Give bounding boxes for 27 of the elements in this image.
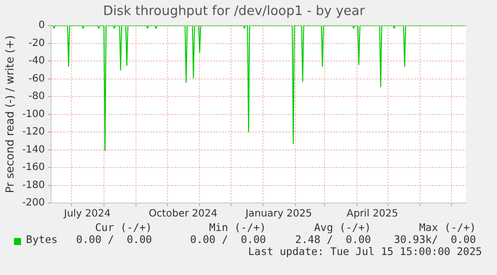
legend-label: Bytes (26, 234, 58, 246)
y-tick-label: -40 (28, 56, 45, 67)
y-tick-label: -200 (22, 198, 45, 209)
y-tick-label: -140 (22, 144, 45, 156)
y-tick-label: -60 (28, 73, 45, 84)
text: Avg (-/+) (314, 222, 371, 234)
y-tick-label: 0 (38, 20, 45, 32)
text: 2.48 / 0.00 (295, 234, 371, 246)
x-tick-label: October 2024 (148, 208, 218, 220)
y-tick-label: -160 (22, 162, 45, 174)
x-tick-label: April 2025 (346, 208, 398, 220)
x-tick-label: July 2024 (62, 208, 111, 220)
x-tick-label: January 2025 (244, 208, 312, 220)
text: Max (-/+) (419, 222, 476, 234)
y-axis-title: Pr second read (-) / write (+) (3, 35, 16, 194)
y-tick-label: -180 (22, 180, 45, 191)
text: Last update: Tue Jul 15 15:00:00 2025 (248, 246, 482, 258)
text: 30.93k/ 0.00 (394, 234, 476, 246)
y-tick-label: -120 (22, 126, 45, 138)
y-tick-label: -80 (28, 91, 45, 102)
y-tick-label: -100 (22, 108, 45, 120)
y-tick-label: -20 (28, 38, 45, 49)
text: 0.00 / 0.00 (190, 234, 266, 246)
text: Cur (-/+) (95, 222, 152, 234)
text: Min (-/+) (209, 222, 266, 234)
chart-title: Disk throughput for /dev/loop1 - by year (103, 4, 366, 20)
text: 0.00 / 0.00 (76, 234, 152, 246)
